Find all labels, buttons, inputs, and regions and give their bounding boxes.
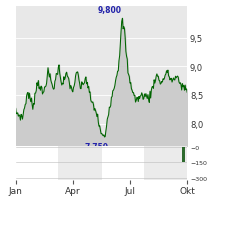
Bar bbox=[144, 147, 187, 180]
Bar bbox=[182, 147, 185, 163]
Bar bbox=[58, 147, 102, 180]
Text: 7,750: 7,750 bbox=[84, 142, 108, 151]
Text: 9,800: 9,800 bbox=[98, 6, 122, 15]
